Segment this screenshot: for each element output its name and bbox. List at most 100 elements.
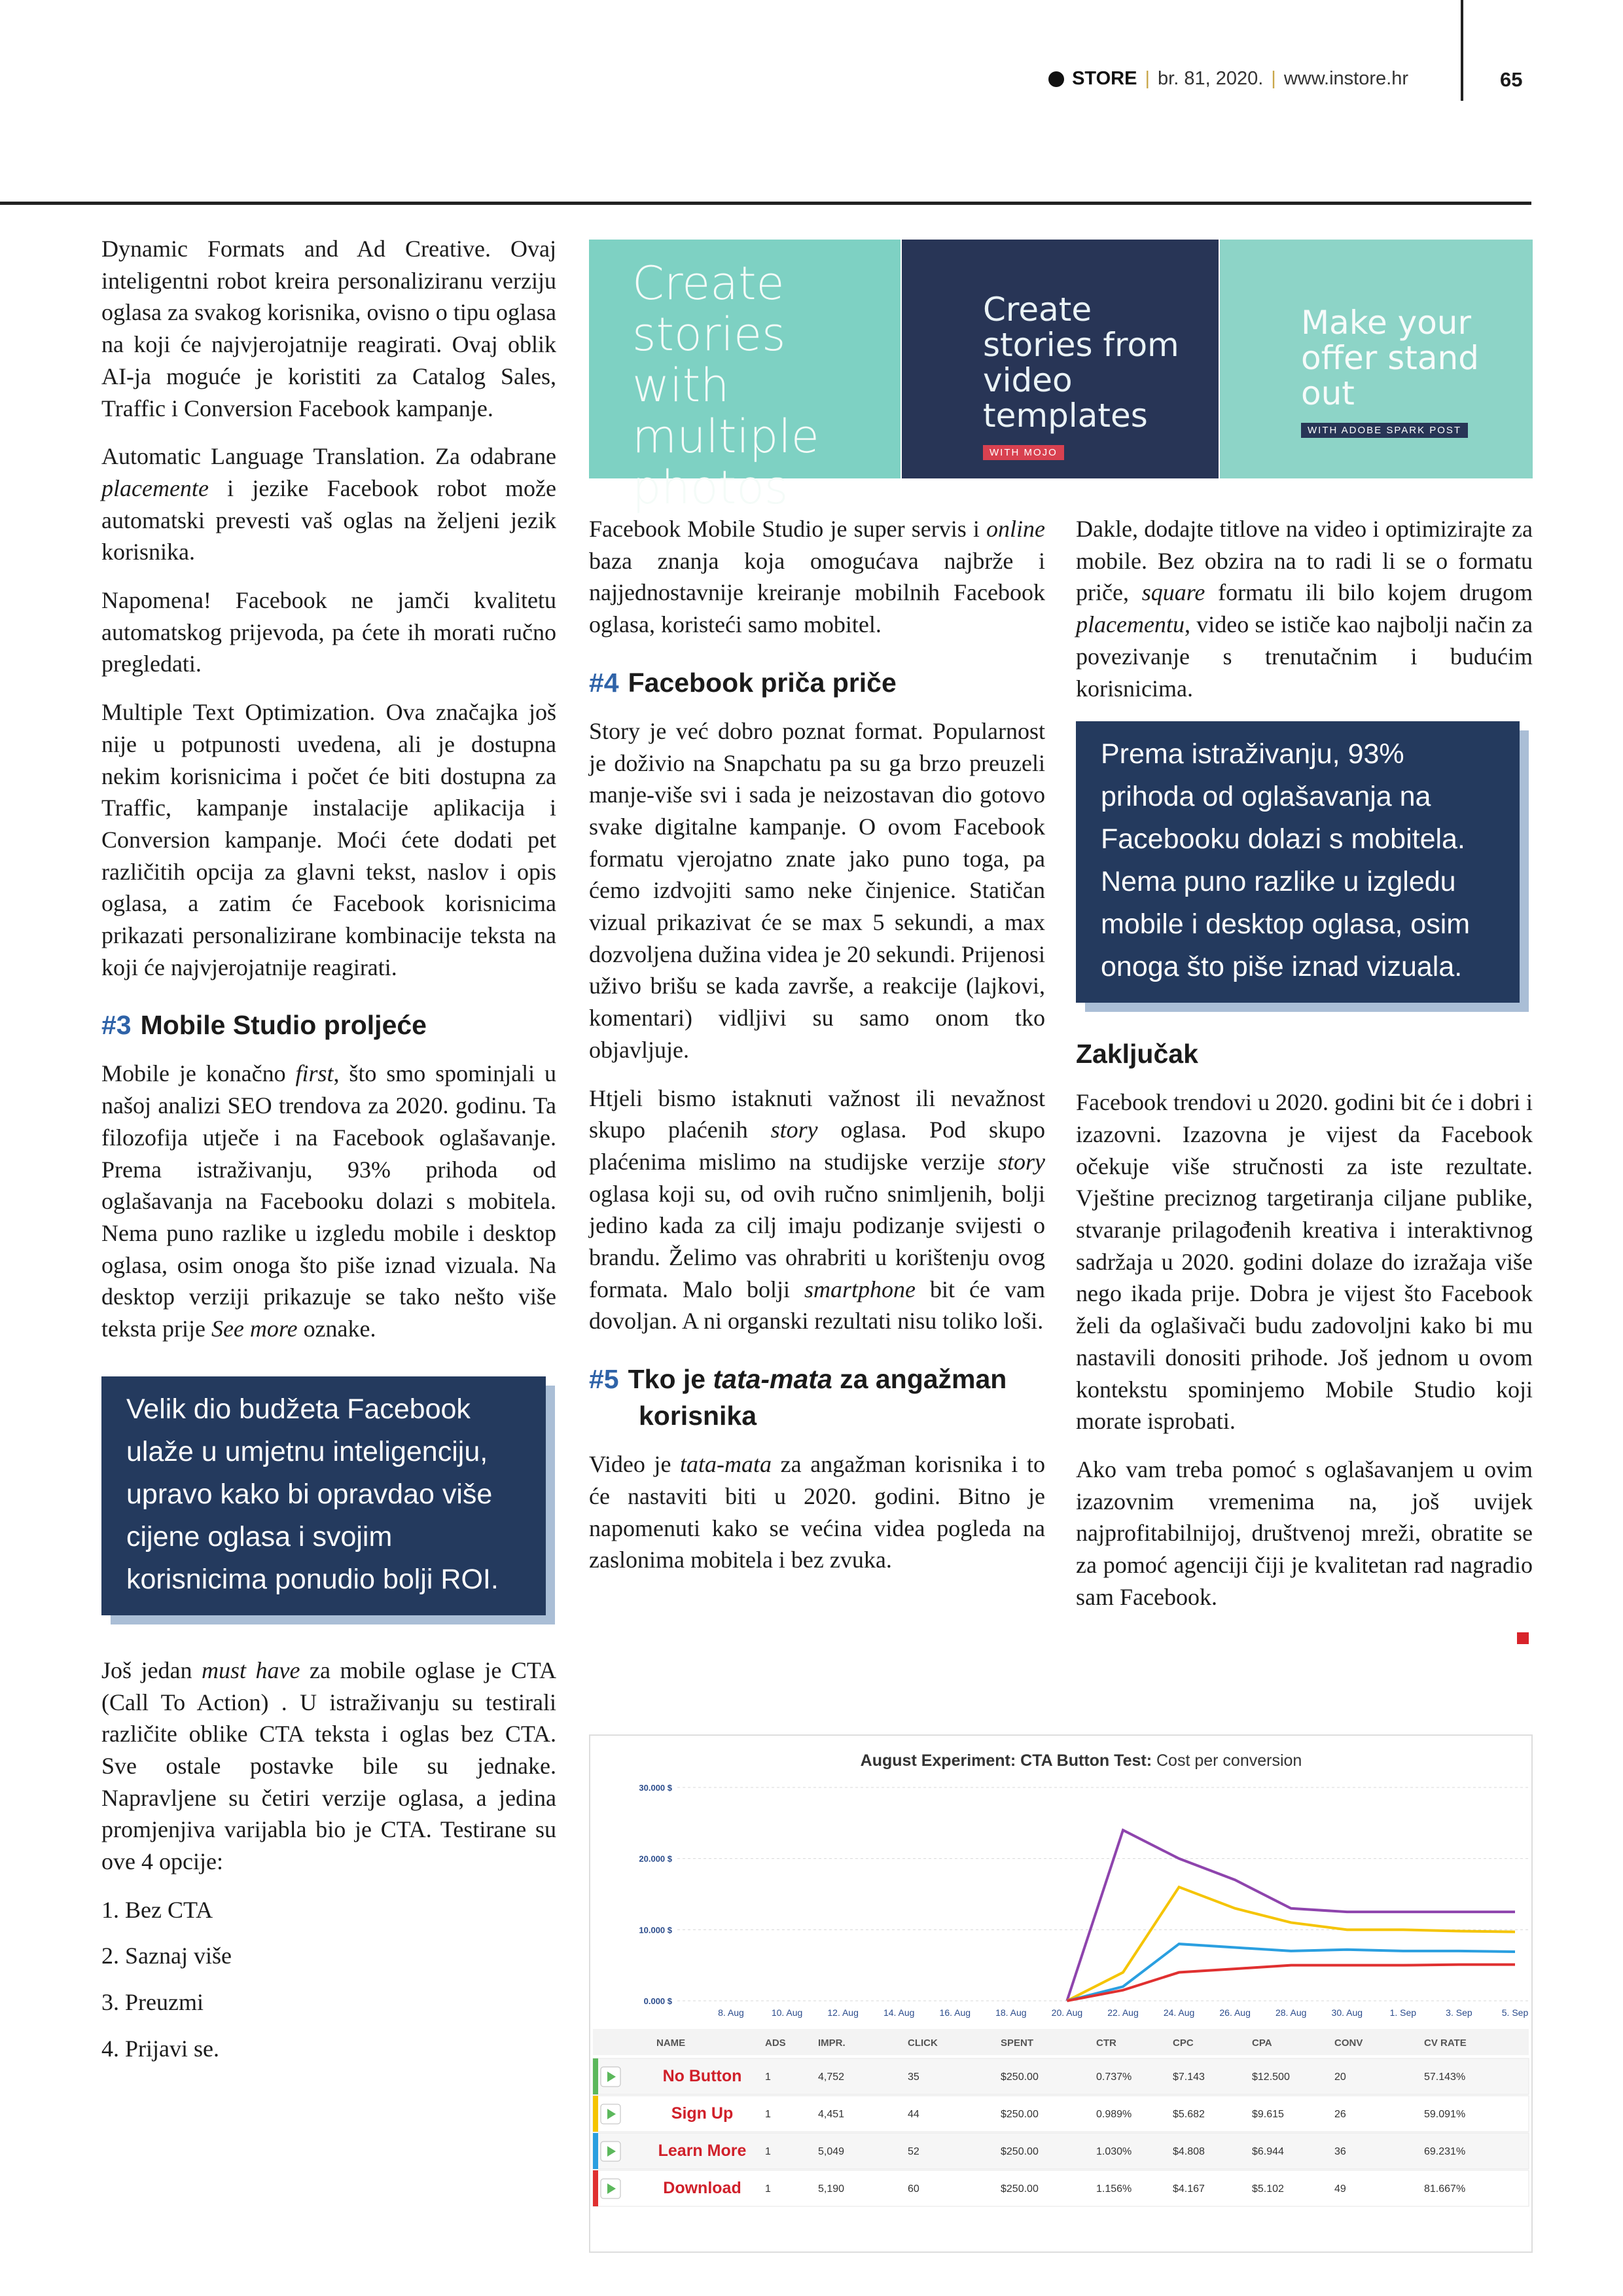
list-item: 2. Saznaj više: [101, 1943, 232, 1969]
y-tick-label: 30.000 $: [639, 1783, 672, 1793]
text: Htjeli bismo istaknuti važnost ili nevaž…: [589, 1085, 1045, 1143]
text: Dakle, dodajte titlove na video i optimi…: [1076, 516, 1533, 606]
text: , video se ističe kao najbolji način za …: [1076, 611, 1533, 702]
table-header: IMPR.: [818, 2037, 846, 2049]
top-rule: [0, 202, 1531, 205]
figure-title: August Experiment: CTA Button Test: Cost…: [861, 1751, 1302, 1770]
heading: Zaključak: [1076, 1035, 1533, 1072]
title: August Experiment: CTA Button Test:: [861, 1751, 1152, 1770]
table-cell: $250.00: [1001, 2072, 1039, 2083]
row-color-bar: [593, 2096, 598, 2132]
column: Dynamic Formats and Ad Creative. Ovaj in…: [101, 233, 556, 2079]
x-tick-label: 1. Sep: [1390, 2007, 1417, 2018]
x-tick-label: 3. Sep: [1446, 2007, 1472, 2018]
italic-text: See more: [211, 1316, 298, 1342]
end-mark: [1517, 1632, 1529, 1644]
table-cell: 1.156%: [1096, 2183, 1132, 2195]
table-cell: 69.231%: [1424, 2146, 1465, 2157]
paragraph: Automatic Language Translation. Za odabr…: [101, 440, 556, 568]
play-icon-arrow: [607, 2183, 616, 2194]
text: Mobile je konačno: [101, 1060, 296, 1087]
italic-text: must have: [202, 1657, 300, 1683]
site: www.instore.hr: [1283, 68, 1408, 89]
text: , što smo spominjali u našoj analizi SEO…: [101, 1060, 556, 1342]
table-cell: 0.989%: [1096, 2109, 1132, 2120]
text: Automatic Language Translation. Za odabr…: [101, 443, 556, 470]
banner-text: Create stories from video templates: [983, 291, 1179, 435]
column: Dakle, dodajte titlove na video i optimi…: [1076, 513, 1533, 1629]
paragraph: Video je tata-mata za angažman korisnika…: [589, 1448, 1045, 1576]
banner-block: Make your offer stand out WITH ADOBE SPA…: [1301, 305, 1524, 438]
banner-panel: Make your offer stand out WITH ADOBE SPA…: [1220, 240, 1533, 478]
issue: br. 81, 2020.: [1158, 68, 1264, 89]
banner-badge: WITH MOJO: [983, 445, 1064, 460]
list-item: 4. Prijavi se.: [101, 2035, 219, 2062]
table-cell: $7.143: [1173, 2072, 1205, 2083]
banner: Create stories with multiple photos Crea…: [589, 240, 1533, 513]
play-icon-arrow: [607, 2072, 616, 2082]
text: Facebook Mobile Studio je super servis i: [589, 516, 987, 542]
table-header: CTR: [1096, 2037, 1116, 2049]
table-cell: 57.143%: [1424, 2072, 1465, 2083]
table-cell: $6.944: [1252, 2146, 1284, 2157]
brand: STORE: [1072, 68, 1137, 89]
table-header-bg: [593, 2029, 1529, 2055]
text: Facebook trendovi u 2020. godini bit će …: [1076, 1089, 1533, 1435]
table-header: ADS: [765, 2037, 786, 2049]
separator: |: [1271, 68, 1276, 89]
logo: [1048, 71, 1065, 87]
table-cell: 36: [1334, 2146, 1346, 2157]
table-cell: 59.091%: [1424, 2109, 1465, 2120]
table-cell: 26: [1334, 2109, 1346, 2120]
text: za angažman korisnika: [639, 1364, 1007, 1431]
x-tick-label: 22. Aug: [1107, 2007, 1139, 2018]
banner-text: Create stories with multiple photos: [632, 257, 819, 514]
pull-quote: Velik dio budžeta Facebook ulaže u umjet…: [101, 1376, 546, 1615]
text: Dynamic Formats and Ad Creative. Ovaj in…: [101, 236, 556, 422]
text: Tko je: [628, 1364, 713, 1395]
x-tick-label: 5. Sep: [1502, 2007, 1529, 2018]
table-cell: $4.167: [1173, 2183, 1205, 2195]
paragraph: Ako vam treba pomoć s oglašavanjem u ovi…: [1076, 1454, 1533, 1613]
table-row-bg: [592, 2170, 1529, 2207]
text: baza znanja koja omogućava najbrže i naj…: [589, 547, 1045, 638]
banner-panel: Create stories from video templates WITH…: [902, 240, 1219, 478]
row-color-bar: [593, 2058, 598, 2094]
line-series: [1066, 1943, 1516, 2002]
x-tick-label: 16. Aug: [940, 2007, 971, 2018]
table-cell: 5,049: [818, 2146, 844, 2157]
table-cell: $250.00: [1001, 2109, 1039, 2120]
text: formatu ili bilo kojem drugom: [1205, 579, 1533, 606]
text: Ako vam treba pomoć s oglašavanjem u ovi…: [1076, 1456, 1533, 1610]
banner-text: Make your offer stand out: [1301, 304, 1479, 412]
paragraph: Facebook trendovi u 2020. godini bit će …: [1076, 1086, 1533, 1437]
table-header: CLICK: [908, 2037, 938, 2049]
table-header: CPA: [1252, 2037, 1272, 2049]
ad-name: Learn More: [658, 2142, 747, 2160]
paragraph: Mobile je konačno first, što smo spominj…: [101, 1058, 556, 1344]
x-tick-label: 10. Aug: [772, 2007, 803, 2018]
italic-text: placementu: [1076, 611, 1185, 638]
table-header: CPC: [1173, 2037, 1194, 2049]
paragraph: Dakle, dodajte titlove na video i optimi…: [1076, 513, 1533, 704]
text: oglasa. Pod skupo plaćenima mislimo na s…: [589, 1117, 1046, 1175]
heading-number: #4: [589, 667, 619, 698]
heading-number: #5: [589, 1364, 619, 1395]
table-cell: $5.682: [1173, 2109, 1205, 2120]
banner-block: Create stories from video templates WITH…: [983, 292, 1205, 460]
table-row-bg: [592, 2132, 1529, 2170]
italic-text: placemente: [101, 475, 209, 501]
row-color-bar: [593, 2133, 598, 2169]
table-row-bg: [592, 2095, 1529, 2132]
y-tick-label: 0.000 $: [644, 1996, 673, 2006]
y-tick-label: 20.000 $: [639, 1854, 672, 1864]
text: oglasa koji su, od ovih ručno snimljenih…: [589, 1180, 1045, 1302]
row-color-bar: [593, 2170, 598, 2206]
table-cell: 1: [765, 2146, 771, 2157]
list-item: 1. Bez CTA: [101, 1896, 213, 1923]
x-tick-label: 24. Aug: [1164, 2007, 1195, 2018]
table-cell: 0.737%: [1096, 2072, 1132, 2083]
italic-text: tata-mata: [713, 1364, 832, 1395]
table-cell: 35: [908, 2072, 919, 2083]
list-item: 3. Preuzmi: [101, 1989, 204, 2016]
